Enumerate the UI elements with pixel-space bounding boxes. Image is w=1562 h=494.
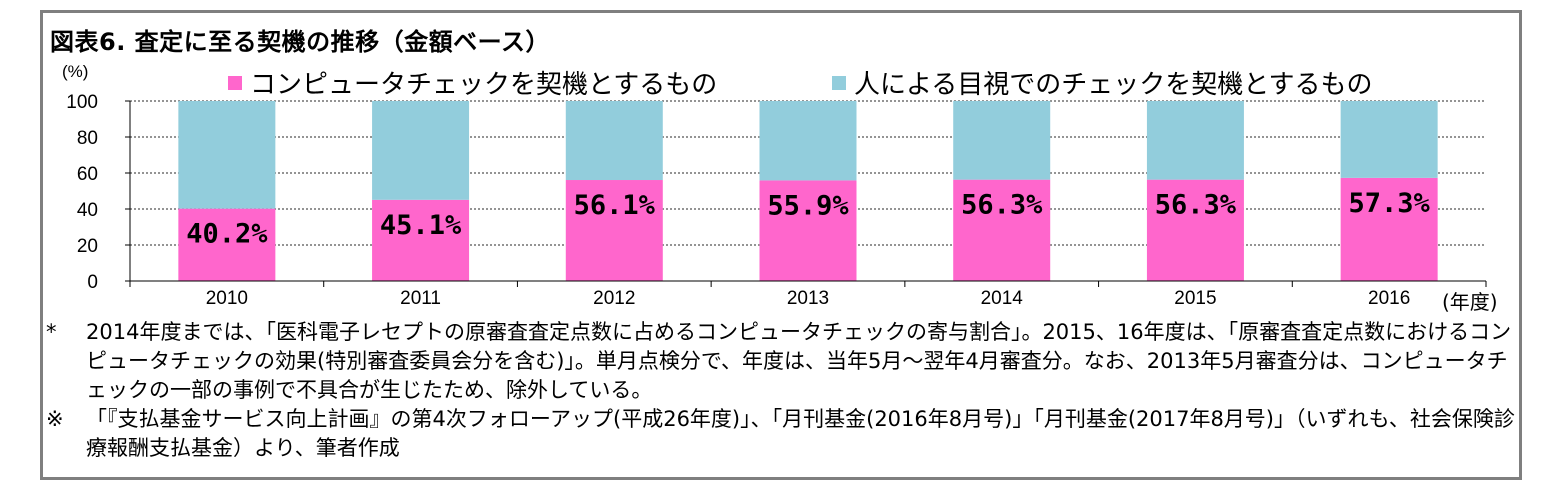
note-text: 「『支払基金サービス向上計画』の第4次フォローアップ(平成26年度)」、「月刊基… (86, 407, 1515, 460)
legend-swatch-computer (228, 75, 242, 90)
data-label: 56.3% (1155, 190, 1237, 221)
bar-segment-human (1340, 101, 1438, 178)
bar-segment-computer (372, 199, 470, 281)
bar-segment-computer (759, 180, 857, 281)
y-tick-label: 60 (77, 164, 98, 185)
y-tick-label: 100 (66, 92, 98, 113)
bar-segment-human (372, 101, 470, 200)
figure-title: 図表6. 査定に至る契機の推移（金額ベース） (50, 28, 550, 56)
x-tick-label: 2015 (1174, 288, 1216, 309)
data-label: 55.9% (767, 190, 849, 221)
data-label: 57.3% (1349, 188, 1431, 219)
bar-segment-computer (953, 179, 1051, 281)
note-source-reference: ※ 「『支払基金サービス向上計画』の第4次フォローアップ(平成26年度)」、「月… (46, 405, 1516, 463)
data-label: 56.1% (574, 190, 656, 221)
note-text: 2014年度までは、「医科電子レセプトの原審査査定点数に占めるコンピュータチェッ… (86, 320, 1512, 402)
bar-segment-human (759, 101, 857, 181)
legend-label-computer: コンピュータチェックを契機とするもの (250, 70, 718, 100)
data-label: 56.3% (961, 190, 1043, 221)
stacked-bar-chart: 40.2% 2010 45.1% 2011 56.1% 2012 55.9% 2013 56.3… (62, 62, 1498, 314)
legend-label-human: 人による目視でのチェックを契機とするもの (854, 70, 1373, 100)
bar-segment-human (1146, 101, 1244, 180)
x-tick-label: 2010 (206, 288, 248, 309)
x-tick-label: 2014 (981, 288, 1024, 309)
bar-segment-computer (1146, 179, 1244, 281)
y-unit-label: (%) (62, 62, 88, 81)
legend-item-computer: コンピュータチェックを契機とするもの (228, 64, 717, 101)
x-tick-label: 2016 (1368, 288, 1410, 309)
y-tick-label: 80 (77, 128, 98, 149)
data-label: 45.1% (380, 210, 462, 241)
bar-segment-computer (178, 208, 276, 281)
y-tick-label: 0 (87, 272, 98, 293)
y-tick-label: 20 (77, 236, 98, 257)
bar-segment-human (565, 101, 663, 181)
legend-swatch-human (832, 75, 846, 90)
note-source-definition: * 2014年度までは、「医科電子レセプトの原審査査定点数に占めるコンピュータチ… (46, 318, 1516, 405)
x-tick-label: 2013 (787, 288, 829, 309)
bar-segment-computer (1340, 177, 1438, 281)
bar-segment-computer (565, 180, 663, 281)
x-unit-label: (年度) (1442, 290, 1498, 314)
y-tick-label: 40 (77, 200, 98, 221)
note-marker: ※ (46, 407, 64, 431)
notes: * 2014年度までは、「医科電子レセプトの原審査査定点数に占めるコンピュータチ… (46, 318, 1516, 463)
x-tick-label: 2012 (593, 288, 635, 309)
note-marker: * (46, 320, 57, 344)
x-tick-label: 2011 (400, 288, 441, 309)
data-label: 40.2% (186, 219, 268, 250)
legend-item-human: 人による目視でのチェックを契機とするもの (832, 64, 1372, 101)
bar-segment-human (178, 101, 276, 209)
bar-segment-human (953, 101, 1051, 180)
figure-frame (40, 10, 1522, 480)
